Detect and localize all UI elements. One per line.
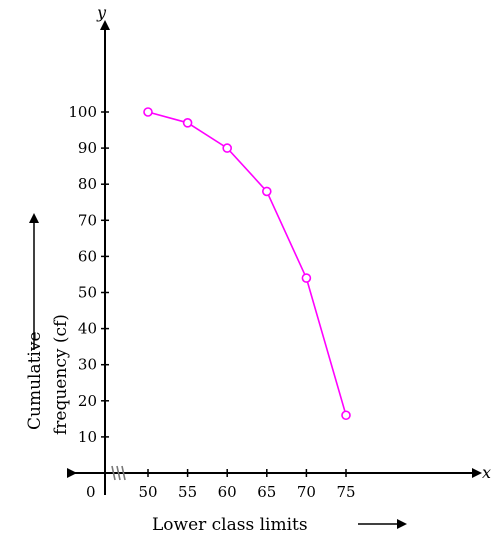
x-tick-group: 50 55 60 65 70 75 [138,469,356,501]
y-axis-title-line1: Cumulative [25,331,45,430]
x-tick-label: 65 [257,483,276,501]
data-point [341,410,351,421]
data-point [301,273,312,283]
series-layer [143,107,351,421]
y-axis-title-line2: frequency (cf) [51,314,71,435]
series-line [147,111,347,416]
y-tick-label: 10 [78,428,97,446]
y-tick-label: 40 [78,320,97,338]
data-point [222,143,232,153]
axes [67,20,482,495]
y-tick-label: 30 [78,356,97,374]
origin-label: 0 [86,483,96,501]
y-tick-label: 60 [78,247,97,265]
y-tick-label: 20 [78,392,97,410]
x-tick-label: 50 [138,483,157,501]
y-tick-group: 10 20 30 40 50 60 70 80 90 100 [68,103,109,446]
data-point [182,118,193,128]
x-tick-label: 60 [218,483,237,501]
x-axis-title-text: Lower class limits [152,515,308,535]
y-axis-letter: y [96,3,107,22]
axis-break [111,465,126,481]
y-tick-label: 50 [78,284,97,302]
y-tick-label: 100 [68,103,97,121]
y-tick-label: 80 [78,175,97,193]
x-axis-letter: x [482,463,491,482]
data-point [143,107,153,117]
y-tick-label: 70 [78,211,97,229]
x-axis-title: Lower class limits [152,515,407,535]
x-tick-label: 55 [178,483,197,501]
y-tick-label: 90 [78,139,97,157]
x-tick-label: 70 [297,483,316,501]
x-tick-label: 75 [336,483,355,501]
y-axis-title: Cumulative frequency (cf) [25,213,71,435]
data-point [261,186,272,197]
